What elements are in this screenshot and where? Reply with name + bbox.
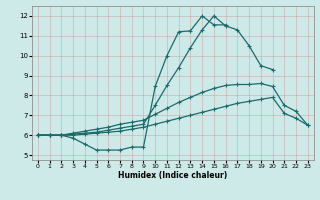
X-axis label: Humidex (Indice chaleur): Humidex (Indice chaleur) (118, 171, 228, 180)
